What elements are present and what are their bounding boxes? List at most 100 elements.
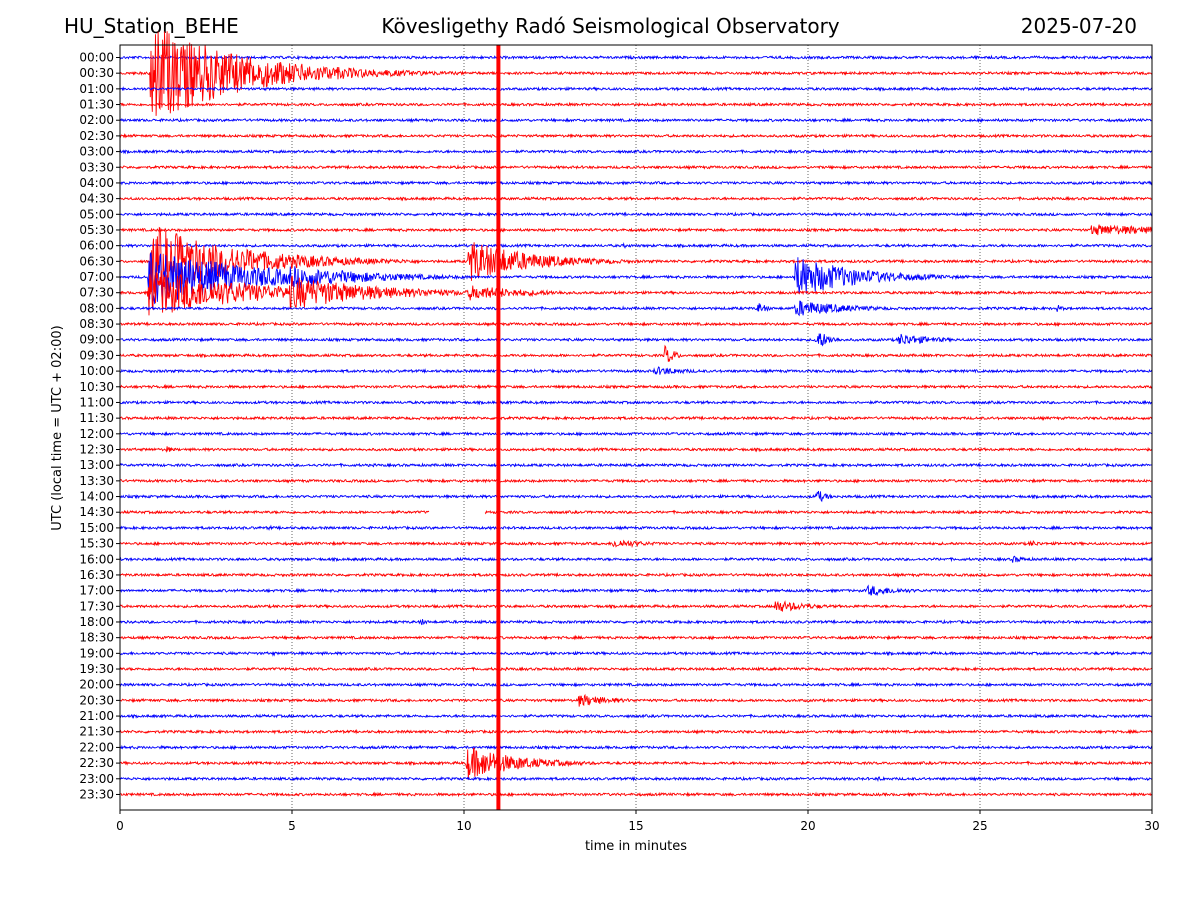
y-tick-label: 14:00 <box>79 490 114 504</box>
y-tick-label: 01:30 <box>79 98 114 112</box>
y-tick-label: 08:00 <box>79 301 114 315</box>
y-tick-label: 02:00 <box>79 113 114 127</box>
trace-row-0100 <box>119 85 1153 92</box>
y-tick-label: 19:00 <box>79 646 114 660</box>
trace-row-0830 <box>119 320 1153 327</box>
y-tick-label: 23:00 <box>79 772 114 786</box>
y-tick-label: 17:00 <box>79 584 114 598</box>
y-tick-label: 22:30 <box>79 756 114 770</box>
y-tick-label: 21:00 <box>79 709 114 723</box>
trace-row-0500 <box>119 211 1153 218</box>
y-tick-label: 17:30 <box>79 599 114 613</box>
trace-row-0430 <box>119 195 1153 202</box>
y-tick-label: 05:00 <box>79 207 114 221</box>
x-tick-label: 5 <box>288 819 296 833</box>
trace-row-0930 <box>119 344 1153 363</box>
trace-row-1330 <box>119 478 1153 484</box>
chart-date: 2025-07-20 <box>1020 14 1137 38</box>
y-tick-label: 13:00 <box>79 458 114 472</box>
y-tick-label: 13:30 <box>79 474 114 488</box>
trace-row-1900 <box>119 650 1153 657</box>
y-tick-label: 15:00 <box>79 521 114 535</box>
trace-row-0200 <box>119 117 1153 124</box>
trace-row-1030 <box>120 383 1153 390</box>
x-tick-label: 20 <box>800 819 815 833</box>
trace-row-1300 <box>119 462 1153 469</box>
trace-row-2030 <box>119 693 1153 707</box>
trace-row-2330 <box>119 791 1153 798</box>
station-name: HU_Station_BEHE <box>64 14 239 38</box>
y-tick-label: 03:00 <box>79 145 114 159</box>
x-axis: 0 5 10 15 20 25 30 <box>116 810 1160 833</box>
trace-row-1930 <box>119 666 1153 672</box>
y-tick-label: 20:00 <box>79 678 114 692</box>
trace-row-0030 <box>119 31 1153 116</box>
y-tick-label: 00:30 <box>79 66 114 80</box>
x-axis-label: time in minutes <box>585 839 687 854</box>
trace-row-1000 <box>119 366 1153 375</box>
y-tick-label: 21:30 <box>79 725 114 739</box>
y-tick-label: 10:30 <box>79 380 114 394</box>
y-tick-label: 16:00 <box>79 552 114 566</box>
trace-row-0130 <box>119 101 1153 108</box>
y-tick-label: 15:30 <box>79 537 114 551</box>
y-tick-label: 07:00 <box>79 270 114 284</box>
y-tick-label: 11:00 <box>79 395 114 409</box>
trace-row-1130 <box>119 415 1153 421</box>
trace-row-0400 <box>119 180 1153 186</box>
x-tick-label: 15 <box>628 819 643 833</box>
y-tick-label: 11:30 <box>79 411 114 425</box>
y-tick-label: 06:00 <box>79 239 114 253</box>
trace-row-0330 <box>119 164 1153 171</box>
y-tick-label: 02:30 <box>79 129 114 143</box>
trace-row-0600 <box>119 242 1153 249</box>
y-tick-label: 01:00 <box>79 82 114 96</box>
y-tick-label: 04:00 <box>79 176 114 190</box>
y-tick-label: 19:30 <box>79 662 114 676</box>
y-tick-label: 18:30 <box>79 631 114 645</box>
x-tick-label: 30 <box>1144 819 1159 833</box>
trace-row-0800 <box>119 300 1153 317</box>
y-tick-label: 23:30 <box>79 787 114 801</box>
trace-row-0700 <box>119 252 1153 307</box>
trace-row-0630 <box>119 226 1153 295</box>
x-tick-label: 25 <box>972 819 987 833</box>
traces <box>119 31 1153 798</box>
trace-row-0230 <box>119 133 1153 139</box>
trace-row-1400 <box>119 490 1153 503</box>
trace-row-1500 <box>119 524 1153 531</box>
trace-row-2130 <box>119 728 1153 735</box>
plot-border <box>119 44 1153 811</box>
y-tick-label: 07:30 <box>79 286 114 300</box>
y-tick-label: 00:00 <box>79 51 114 65</box>
trace-row-1830 <box>119 634 1153 641</box>
trace-row-1800 <box>119 619 1153 626</box>
trace-row-1530 <box>119 539 1153 549</box>
chart-header: HU_Station_BEHE Kövesligethy Radó Seismo… <box>0 0 1200 45</box>
y-tick-label: 20:30 <box>79 693 114 707</box>
trace-row-1630 <box>119 571 1153 578</box>
trace-row-1700 <box>119 584 1152 597</box>
y-tick-label: 03:30 <box>79 160 114 174</box>
y-tick-label: 18:00 <box>79 615 114 629</box>
x-tick-label: 0 <box>116 819 124 833</box>
chart-title: Kövesligethy Radó Seismological Observat… <box>381 14 840 38</box>
trace-row-0000 <box>119 54 1153 61</box>
y-tick-label: 14:30 <box>79 505 114 519</box>
trace-row-1430 <box>119 509 1153 516</box>
trace-row-1600 <box>119 555 1153 563</box>
trace-row-0730 <box>119 270 1153 316</box>
y-tick-label: 09:30 <box>79 348 114 362</box>
trace-row-2300 <box>119 775 1153 782</box>
x-tick-label: 10 <box>456 819 471 833</box>
trace-row-2230 <box>119 747 1153 780</box>
y-tick-label: 09:00 <box>79 333 114 347</box>
y-tick-label: 04:30 <box>79 192 114 206</box>
y-tick-label: 05:30 <box>79 223 114 237</box>
trace-row-1100 <box>119 399 1153 406</box>
y-axis-label: UTC (local time = UTC + 02:00) <box>50 325 65 530</box>
y-tick-label: 08:30 <box>79 317 114 331</box>
trace-row-2100 <box>119 712 1153 719</box>
